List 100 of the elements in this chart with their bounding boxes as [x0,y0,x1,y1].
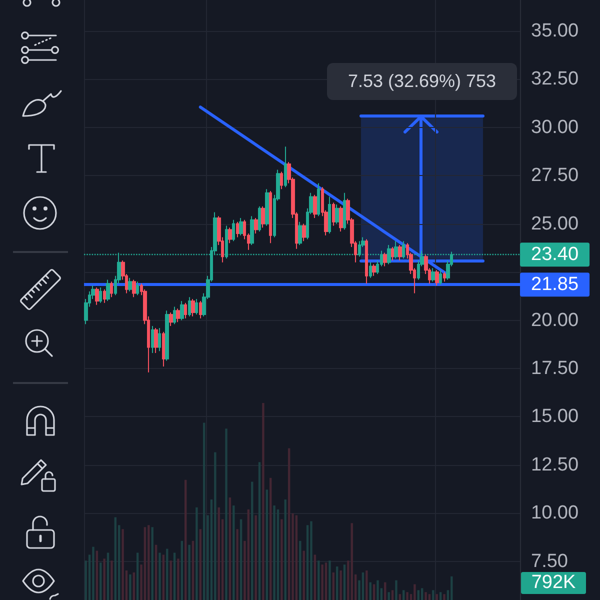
y-tick-label: 10.00 [531,502,579,524]
bar [336,566,338,600]
candlestick [431,268,435,282]
candlestick [228,227,232,244]
candlestick [298,221,302,246]
candlestick [99,286,102,304]
candlestick [162,331,165,368]
candlestick [394,240,398,260]
bar [302,550,305,600]
bar [218,507,220,600]
bar [340,570,342,600]
candlestick [284,146,287,188]
bar [395,580,398,600]
candlestick [199,300,202,319]
bar [306,525,309,600]
bar [154,544,158,600]
bar [100,562,102,600]
candlestick [110,281,113,298]
candlestick [328,196,331,234]
bar [436,594,438,600]
bar [439,592,442,600]
candlestick [258,206,261,232]
bar [443,594,446,600]
candlestick [95,286,99,306]
candlestick [191,298,195,317]
bar [328,560,331,600]
bar [148,525,150,600]
candlestick [265,188,269,226]
candlestick [335,204,339,224]
candlestick [173,306,176,325]
bar [388,592,390,600]
bar [166,548,168,600]
text: 792K [521,572,586,594]
bar [350,523,353,600]
bar [269,478,272,600]
bar [432,590,434,600]
y-tick-label: 30.00 [531,116,579,138]
y-tick-label: 20.00 [531,310,579,331]
candlestick [232,219,235,242]
bar [162,554,165,600]
bar [122,529,124,600]
candlestick [369,262,372,278]
bar [225,428,228,600]
candlestick [343,192,346,230]
bar [236,529,238,600]
y-tick-label: 15.00 [531,406,579,428]
bar [391,590,394,600]
bar [288,448,290,600]
annotation: 7.53 (32.69%) 753 [327,63,517,100]
bar [366,570,368,600]
candlestick [128,277,132,292]
candlestick [339,206,343,232]
bar [424,592,427,600]
candlestick [402,240,405,260]
candlestick [313,194,317,219]
bar [96,550,98,600]
y-tick-label: 35.00 [531,20,579,42]
bar [188,544,190,600]
bar [276,509,280,600]
candlestick [195,298,198,315]
ref-line-label: 21.85 [531,274,579,296]
bar [398,594,402,600]
candlestick [165,310,169,362]
bar [196,507,198,600]
bar [114,517,117,600]
bar [273,505,276,600]
bar [314,554,316,600]
bar [450,576,453,600]
candlestick [317,182,320,217]
bar [324,562,328,600]
bar [362,572,364,600]
bar [376,580,379,600]
candlestick [169,312,173,327]
candlestick [236,221,239,238]
bar [170,560,172,600]
bar [92,546,94,600]
bar [284,500,286,600]
bar [251,482,254,600]
bar [258,462,261,600]
bar [280,519,283,600]
bar [321,564,324,600]
bar [158,552,161,600]
candlestick [280,171,283,190]
bar [184,480,187,600]
bar [129,574,132,600]
bar [414,584,416,600]
bar [420,588,424,600]
bar [332,572,335,600]
bar [136,552,139,600]
bar [372,584,376,600]
bar [310,521,312,600]
bar [110,560,113,600]
candlestick [106,279,110,302]
candlestick [239,218,243,236]
bar [214,452,216,600]
bar [173,552,176,600]
candlestick [365,238,368,284]
bar [369,582,372,600]
bar [240,519,242,600]
candlestick [269,190,272,244]
